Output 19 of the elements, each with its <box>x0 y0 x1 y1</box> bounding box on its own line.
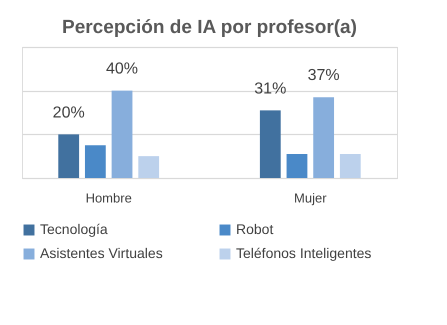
bar <box>340 154 361 178</box>
data-label: 31% <box>254 80 286 98</box>
legend-label: Robot <box>236 221 274 237</box>
bar <box>286 154 308 178</box>
bar <box>313 97 334 178</box>
bar <box>112 90 132 178</box>
data-label: 37% <box>308 67 340 84</box>
data-label: 40% <box>106 60 138 78</box>
chart-title: Percepción de IA por profesor(a) <box>62 17 357 38</box>
legend-label: Asistentes Virtuales <box>40 245 163 261</box>
x-tick-label: Hombre <box>86 190 132 206</box>
x-tick-label: Mujer <box>294 190 328 206</box>
legend-label: Teléfonos Inteligentes <box>236 245 372 261</box>
bar <box>84 145 106 178</box>
data-label: 20% <box>52 104 85 122</box>
bar <box>260 110 281 178</box>
legend-label: Tecnología <box>40 221 108 237</box>
bar <box>58 134 80 178</box>
bar <box>138 156 160 178</box>
